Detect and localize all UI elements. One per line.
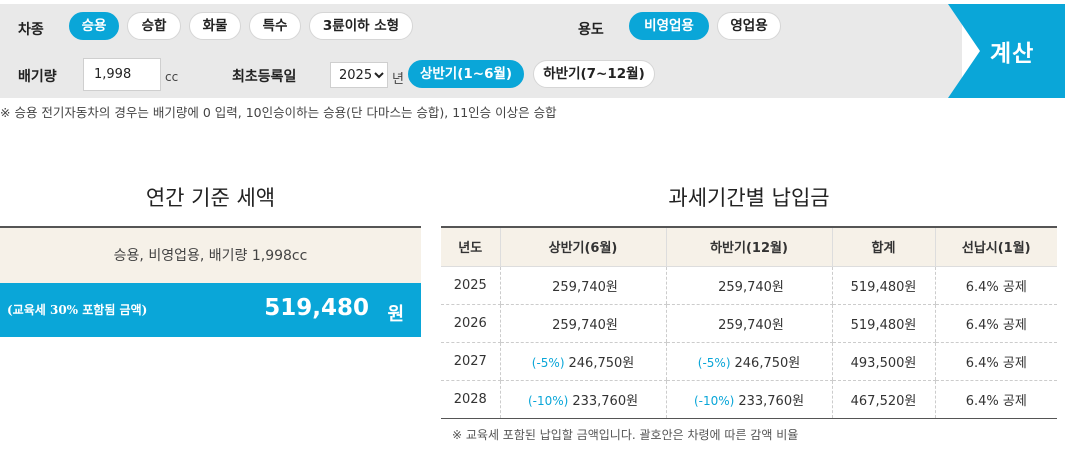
- first-half-amount: 246,750원: [568, 355, 635, 371]
- period-payment-title: 과세기간별 납입금: [668, 186, 830, 210]
- row-total: 519,480원: [831, 266, 935, 305]
- annual-tax-description: 승용, 비영업용, 배기량 1,998cc: [0, 226, 421, 283]
- row-prepay: 6.4% 공제: [934, 266, 1057, 305]
- car-type-special-button[interactable]: 특수: [249, 12, 301, 40]
- annual-tax-amount: 519,480: [264, 295, 369, 321]
- header-first-half: 상반기(6월): [499, 226, 666, 267]
- table-row: 2027 (-5%) 246,750원 (-5%) 246,750원 493,500…: [441, 342, 1057, 381]
- calculate-button-label: 계산: [990, 40, 1035, 66]
- table-row: 2025 259,740원 259,740원 519,480원 6.4% 공제: [441, 266, 1057, 305]
- header-prepay: 선납시(1월): [934, 226, 1057, 267]
- first-half-discount: (-10%): [527, 393, 569, 408]
- car-type-small-button[interactable]: 3륜이하 소형: [309, 12, 413, 40]
- displacement-input[interactable]: [83, 58, 161, 91]
- car-type-passenger-button[interactable]: 승용: [69, 12, 119, 40]
- first-half-amount: 233,760원: [572, 393, 639, 409]
- year-select[interactable]: 2025: [330, 62, 388, 88]
- row-prepay: 6.4% 공제: [934, 380, 1057, 419]
- row-second-half: 259,740원: [665, 304, 832, 343]
- row-first-half: 259,740원: [499, 266, 666, 305]
- row-year: 2027: [441, 342, 500, 381]
- second-half-amount: 259,740원: [718, 279, 784, 295]
- annual-tax-title: 연간 기준 세액: [145, 186, 276, 210]
- first-half-button[interactable]: 상반기(1~6월): [408, 60, 524, 88]
- header-year: 년도: [441, 226, 500, 267]
- table-row: 2028 (-10%) 233,760원 (-10%) 233,760원 467,5…: [441, 380, 1057, 419]
- header-second-half: 하반기(12월): [665, 226, 832, 267]
- usage-non-business-button[interactable]: 비영업용: [629, 12, 709, 40]
- usage-label: 용도: [578, 22, 604, 38]
- second-half-amount: 259,740원: [718, 317, 784, 333]
- row-total: 493,500원: [831, 342, 935, 381]
- row-first-half: 259,740원: [499, 304, 666, 343]
- row-year: 2026: [441, 304, 500, 343]
- row-second-half: (-10%) 233,760원: [665, 380, 832, 419]
- calculator-panel: 차종 승용 승합 화물 특수 3륜이하 소형 용도 비영업용 영업용 배기량 c…: [0, 4, 1065, 98]
- table-header-row: 년도 상반기(6월) 하반기(12월) 합계 선납시(1월): [441, 226, 1057, 267]
- displacement-label: 배기량: [18, 69, 57, 85]
- second-half-discount: (-5%): [697, 355, 731, 370]
- usage-business-button[interactable]: 영업용: [717, 12, 781, 40]
- car-type-label: 차종: [18, 22, 44, 38]
- year-unit: 년: [392, 72, 404, 87]
- row-prepay: 6.4% 공제: [934, 342, 1057, 381]
- row-total: 467,520원: [831, 380, 935, 419]
- second-half-discount: (-10%): [693, 393, 735, 408]
- annual-tax-total: (교육세 30% 포함됨 금액) 519,480 원: [0, 283, 421, 337]
- first-half-amount: 259,740원: [552, 317, 618, 333]
- second-half-amount: 246,750원: [734, 355, 801, 371]
- row-second-half: (-5%) 246,750원: [665, 342, 832, 381]
- row-prepay: 6.4% 공제: [934, 304, 1057, 343]
- row-total: 519,480원: [831, 304, 935, 343]
- calculate-button[interactable]: 계산: [948, 4, 1065, 98]
- annual-tax-box: 승용, 비영업용, 배기량 1,998cc (교육세 30% 포함됨 금액) 5…: [0, 226, 421, 337]
- second-half-button[interactable]: 하반기(7~12월): [533, 60, 655, 88]
- annual-tax-caption: (교육세 30% 포함됨 금액): [7, 303, 148, 317]
- row-year: 2028: [441, 380, 500, 419]
- row-year: 2025: [441, 266, 500, 305]
- row-first-half: (-5%) 246,750원: [499, 342, 666, 381]
- displacement-unit: cc: [165, 70, 179, 84]
- first-registration-label: 최초등록일: [232, 69, 297, 85]
- car-type-van-button[interactable]: 승합: [127, 12, 181, 40]
- row-first-half: (-10%) 233,760원: [499, 380, 666, 419]
- header-total: 합계: [831, 226, 935, 267]
- first-half-amount: 259,740원: [552, 279, 618, 295]
- first-half-discount: (-5%): [531, 355, 565, 370]
- car-type-truck-button[interactable]: 화물: [189, 12, 241, 40]
- table-footnote: ※ 교육세 포함된 납입할 금액입니다. 괄호안은 차령에 따른 감액 비율: [452, 428, 799, 442]
- row-second-half: 259,740원: [665, 266, 832, 305]
- table-row: 2026 259,740원 259,740원 519,480원 6.4% 공제: [441, 304, 1057, 343]
- period-payment-table: 년도 상반기(6월) 하반기(12월) 합계 선납시(1월) 2025 259,…: [441, 226, 1057, 419]
- annual-tax-unit: 원: [387, 304, 404, 325]
- second-half-amount: 233,760원: [738, 393, 805, 409]
- input-note: ※ 승용 전기자동차의 경우는 배기량에 0 입력, 10인승이하는 승용(단 …: [0, 105, 557, 120]
